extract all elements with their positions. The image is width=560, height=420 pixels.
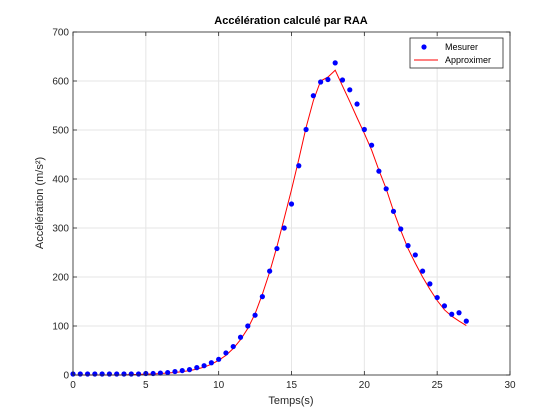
- data-point-mesurer: [362, 127, 367, 132]
- y-tick-label: 400: [52, 175, 69, 186]
- data-point-mesurer: [333, 60, 338, 65]
- data-point-mesurer: [100, 371, 105, 376]
- legend-marker-mesurer: [421, 44, 426, 49]
- x-tick-label: 0: [70, 380, 76, 391]
- legend-label-mesurer: Mesurer: [445, 42, 478, 52]
- data-point-mesurer: [223, 350, 228, 355]
- data-point-mesurer: [209, 360, 214, 365]
- data-point-mesurer: [245, 323, 250, 328]
- data-point-mesurer: [107, 371, 112, 376]
- data-point-mesurer: [260, 294, 265, 299]
- data-point-mesurer: [78, 371, 83, 376]
- data-point-mesurer: [165, 370, 170, 375]
- data-point-mesurer: [267, 269, 272, 274]
- data-point-mesurer: [252, 313, 257, 318]
- data-point-mesurer: [121, 371, 126, 376]
- data-point-mesurer: [274, 246, 279, 251]
- data-point-mesurer: [238, 335, 243, 340]
- data-point-mesurer: [464, 319, 469, 324]
- data-point-mesurer: [376, 169, 381, 174]
- y-tick-label: 300: [52, 224, 69, 235]
- x-tick-label: 5: [143, 380, 149, 391]
- x-tick-label: 30: [504, 380, 516, 391]
- data-point-mesurer: [194, 365, 199, 370]
- data-point-mesurer: [405, 243, 410, 248]
- data-point-mesurer: [420, 269, 425, 274]
- data-point-mesurer: [347, 87, 352, 92]
- data-point-mesurer: [296, 163, 301, 168]
- data-point-mesurer: [172, 369, 177, 374]
- y-tick-label: 0: [63, 371, 69, 382]
- x-tick-label: 25: [432, 380, 444, 391]
- data-point-mesurer: [303, 127, 308, 132]
- data-point-mesurer: [354, 101, 359, 106]
- x-axis-label: Temps(s): [268, 395, 313, 407]
- y-axis-label: Accélération (m/s²): [34, 157, 46, 249]
- data-point-mesurer: [216, 357, 221, 362]
- legend-label-approximer: Approximer: [445, 55, 491, 65]
- data-point-mesurer: [325, 77, 330, 82]
- y-tick-label: 700: [52, 28, 69, 39]
- data-point-mesurer: [449, 312, 454, 317]
- chart-title: Accélération calculé par RAA: [214, 15, 368, 27]
- data-point-mesurer: [369, 143, 374, 148]
- y-tick-label: 100: [52, 322, 69, 333]
- x-tick-label: 20: [359, 380, 371, 391]
- data-point-mesurer: [85, 371, 90, 376]
- data-point-mesurer: [384, 186, 389, 191]
- data-point-mesurer: [136, 371, 141, 376]
- data-point-mesurer: [282, 225, 287, 230]
- data-point-mesurer: [289, 201, 294, 206]
- data-point-mesurer: [114, 371, 119, 376]
- data-point-mesurer: [435, 295, 440, 300]
- data-point-mesurer: [391, 209, 396, 214]
- data-point-mesurer: [340, 77, 345, 82]
- y-tick-label: 200: [52, 273, 69, 284]
- data-point-mesurer: [231, 344, 236, 349]
- data-point-mesurer: [442, 303, 447, 308]
- legend: Mesurer Approximer: [410, 38, 503, 68]
- data-point-mesurer: [398, 226, 403, 231]
- data-point-mesurer: [413, 252, 418, 257]
- y-tick-label: 500: [52, 126, 69, 137]
- data-point-mesurer: [92, 371, 97, 376]
- x-tick-label: 10: [213, 380, 225, 391]
- data-point-mesurer: [318, 79, 323, 84]
- data-point-mesurer: [456, 310, 461, 315]
- data-point-mesurer: [180, 368, 185, 373]
- data-point-mesurer: [187, 367, 192, 372]
- data-point-mesurer: [202, 363, 207, 368]
- data-point-mesurer: [311, 93, 316, 98]
- x-tick-label: 15: [286, 380, 298, 391]
- data-point-mesurer: [427, 281, 432, 286]
- data-point-mesurer: [129, 371, 134, 376]
- y-tick-label: 600: [52, 77, 69, 88]
